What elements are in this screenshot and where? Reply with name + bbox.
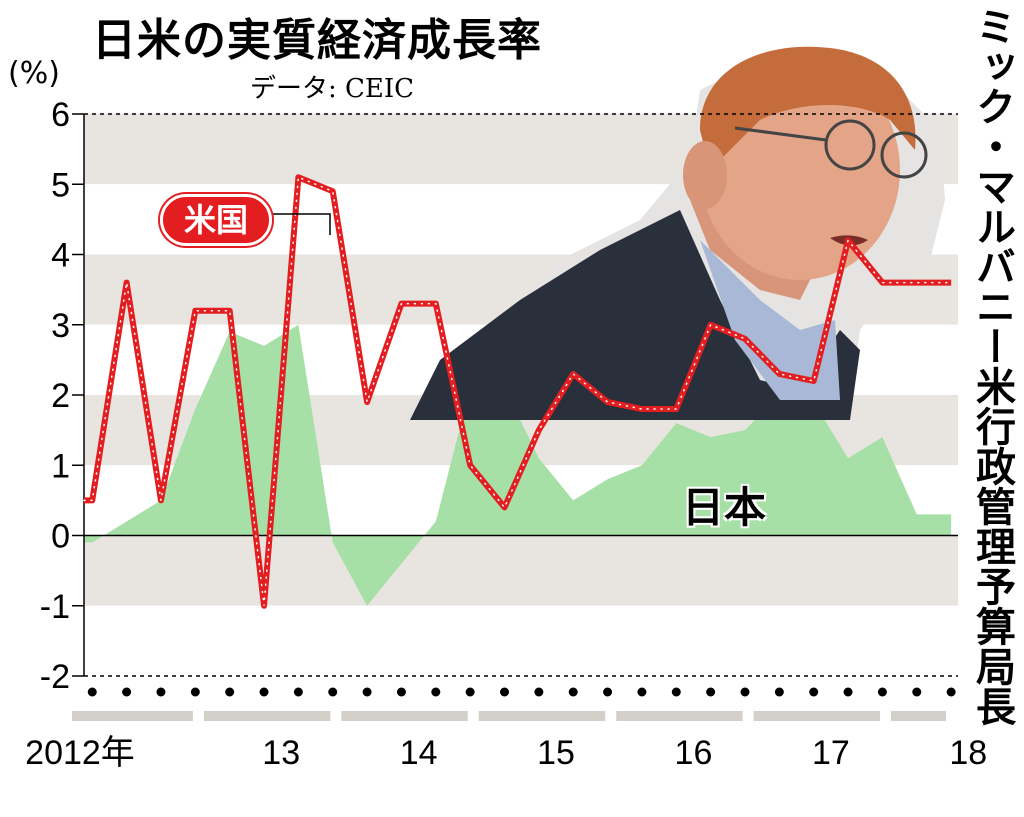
glasses-left-lens	[824, 119, 876, 171]
year-bar	[203, 711, 331, 721]
y-tick-label: -2	[40, 658, 70, 696]
quarter-dot	[396, 687, 406, 697]
glasses-temple	[734, 126, 827, 142]
quarter-dot	[87, 687, 97, 697]
y-tick-label: 2	[51, 377, 70, 415]
quarter-dot	[740, 687, 750, 697]
data-source: データ: CEIC	[250, 74, 415, 104]
portrait-photo	[408, 46, 945, 420]
photo-caption: ミック・マルバニー米行政管理予算局長	[969, 6, 1015, 726]
quarter-dot	[190, 687, 200, 697]
quarter-dot	[706, 687, 716, 697]
x-axis: 2012年 13 14 15 16 17 18	[25, 687, 987, 772]
glasses-right-lens	[880, 131, 928, 179]
quarter-dot	[809, 687, 819, 697]
chart-title: 日米の実質経済成長率	[92, 15, 542, 66]
quarter-dot	[568, 687, 578, 697]
grid-band	[84, 535, 958, 606]
y-tick-label: 5	[51, 166, 70, 204]
quarter-dot	[912, 687, 922, 697]
quarter-dot	[328, 687, 338, 697]
quarter-dot	[259, 687, 269, 697]
quarter-dot	[637, 687, 647, 697]
year-bar	[616, 711, 743, 721]
y-tick-label: 6	[51, 96, 70, 134]
x-tick-label: 16	[675, 734, 713, 772]
quarter-dot	[431, 687, 441, 697]
y-tick-label: 4	[51, 237, 70, 275]
quarter-dot	[465, 687, 475, 697]
us-label-leader	[268, 213, 331, 235]
x-tick-label: 13	[262, 734, 300, 772]
quarter-dot	[122, 687, 132, 697]
x-tick-label: 14	[400, 734, 438, 772]
year-bar	[72, 711, 193, 721]
quarter-dot	[603, 687, 613, 697]
y-tick-label: 0	[51, 518, 70, 556]
ear-shape	[683, 141, 727, 209]
y-axis-unit: (%)	[8, 56, 60, 91]
quarter-dot	[843, 687, 853, 697]
japan-series-label: 日本	[682, 483, 767, 532]
quarter-dot	[293, 687, 303, 697]
year-bar	[891, 711, 946, 721]
y-tick-label: 3	[51, 307, 70, 345]
quarter-dot	[156, 687, 166, 697]
year-bar	[478, 711, 606, 721]
quarter-dot	[225, 687, 235, 697]
y-tick-label: 1	[51, 447, 70, 485]
y-tick-label: -1	[40, 588, 70, 626]
quarter-dot	[946, 687, 956, 697]
year-bar	[753, 711, 881, 721]
quarter-dot	[877, 687, 887, 697]
us-series-label: 米国	[160, 194, 272, 246]
quarter-dot	[362, 687, 372, 697]
x-tick-label: 15	[537, 734, 575, 772]
hair-shape	[700, 46, 916, 170]
us-series	[83, 174, 952, 609]
x-tick-label: 17	[812, 734, 850, 772]
x-tick-label: 2012年	[25, 734, 135, 772]
grid-band	[84, 605, 958, 676]
us-line	[84, 174, 952, 609]
quarter-dot	[774, 687, 784, 697]
shirt-shape	[700, 240, 840, 400]
quarter-dot	[500, 687, 510, 697]
axes: 6 5 4 3 2 1 0 -1 -2	[40, 96, 958, 696]
x-tick-label: 18	[949, 734, 987, 772]
quarter-dot	[671, 687, 681, 697]
quarter-dot	[534, 687, 544, 697]
year-bar	[341, 711, 468, 721]
jacket-shape	[410, 210, 860, 420]
